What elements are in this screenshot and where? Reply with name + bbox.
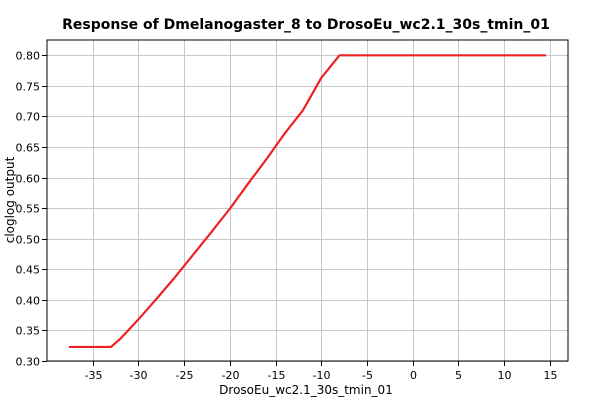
x-tick-label: -20 (222, 369, 240, 382)
x-tick-label: 10 (498, 369, 512, 382)
x-tick-label: -15 (268, 369, 286, 382)
x-tick-label: 0 (410, 369, 417, 382)
y-tick-label: 0.30 (16, 356, 41, 369)
ticks-layer: -35 -30 -25 -20 -15 -10 -5 0 5 10 15 0.30 0.35 0.40 0.… (16, 50, 558, 383)
y-tick-label: 0.60 (16, 173, 41, 186)
x-tick-label: -25 (176, 369, 194, 382)
y-tick-label: 0.70 (16, 111, 41, 124)
y-tick-label: 0.35 (16, 325, 41, 338)
y-tick-label: 0.55 (16, 203, 41, 216)
series-layer (68, 54, 547, 349)
plot-frame (46, 39, 569, 362)
x-tick-label: 15 (544, 369, 558, 382)
x-tick-label: -5 (362, 369, 373, 382)
response-curve-line (68, 54, 547, 349)
x-axis-label: DrosoEu_wc2.1_30s_tmin_01 (219, 383, 393, 397)
y-tick-label: 0.45 (16, 264, 41, 277)
x-tick-label: -10 (313, 369, 331, 382)
y-tick-label: 0.40 (16, 295, 41, 308)
y-axis-label: cloglog output (3, 156, 17, 243)
y-tick-label: 0.80 (16, 50, 41, 63)
y-tick-label: 0.65 (16, 142, 41, 155)
x-tick-label: -30 (130, 369, 148, 382)
y-tick-label: 0.75 (16, 81, 41, 94)
chart-title: Response of Dmelanogaster_8 to DrosoEu_w… (62, 17, 550, 33)
x-tick-label: 5 (455, 369, 462, 382)
y-tick-label: 0.50 (16, 234, 41, 247)
x-tick-label: -35 (85, 369, 103, 382)
